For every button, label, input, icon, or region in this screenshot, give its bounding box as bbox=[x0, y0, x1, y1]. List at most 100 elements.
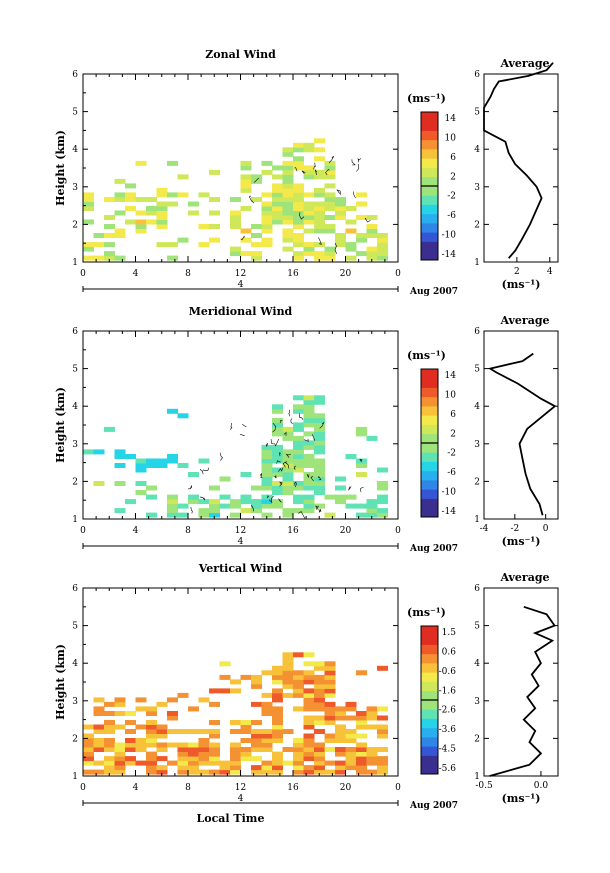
heatmap-cell bbox=[104, 197, 115, 202]
heatmap-cell bbox=[177, 747, 189, 752]
heatmap-cell bbox=[219, 765, 231, 771]
date-label: Aug 2007 bbox=[409, 801, 458, 811]
avg-y-tick-label: 5 bbox=[474, 108, 480, 118]
heatmap-cell bbox=[293, 206, 304, 211]
heatmap-cell bbox=[324, 701, 336, 707]
heatmap-cell bbox=[135, 706, 147, 712]
colorbar-swatch bbox=[421, 737, 438, 747]
heatmap-cell bbox=[188, 747, 199, 752]
panel-title: Zonal Wind bbox=[205, 48, 276, 61]
heatmap-cell bbox=[293, 201, 304, 207]
heatmap-cell bbox=[293, 458, 304, 464]
contour-line bbox=[242, 424, 247, 427]
heatmap-cell bbox=[272, 665, 283, 671]
heatmap-cell bbox=[366, 706, 378, 712]
heatmap-cell bbox=[272, 769, 283, 775]
heatmap-cell bbox=[104, 255, 115, 261]
heatmap-cell bbox=[209, 747, 220, 752]
heatmap-cell bbox=[282, 206, 294, 211]
heatmap-cell bbox=[135, 724, 147, 730]
heatmap-cell bbox=[156, 201, 168, 207]
heatmap-cell bbox=[293, 692, 304, 698]
heatmap-cells bbox=[83, 652, 388, 775]
heatmap-cell bbox=[261, 747, 273, 752]
heatmap-cell bbox=[167, 711, 178, 716]
heatmap-cell bbox=[135, 210, 147, 216]
heatmap-cell bbox=[314, 224, 325, 229]
heatmap-cell bbox=[261, 467, 273, 473]
heatmap-cell bbox=[261, 742, 273, 748]
heatmap-cell bbox=[104, 729, 115, 734]
heatmap-cell bbox=[272, 417, 283, 423]
heatmap-cell bbox=[293, 499, 304, 505]
heatmap-cell bbox=[377, 665, 388, 671]
average-title: Average bbox=[499, 57, 549, 70]
heatmap-cell bbox=[104, 426, 115, 432]
heatmap-cell bbox=[219, 494, 231, 500]
average-title: Average bbox=[499, 571, 549, 584]
heatmap-cell bbox=[366, 215, 378, 220]
heatmap-cell bbox=[261, 192, 273, 198]
date-label: Aug 2007 bbox=[409, 544, 458, 554]
colorbar-swatch bbox=[421, 746, 438, 756]
heatmap-cell bbox=[303, 508, 315, 514]
colorbar-swatch bbox=[421, 489, 438, 499]
heatmap-cell bbox=[314, 242, 325, 248]
heatmap-cell bbox=[240, 674, 252, 680]
heatmap-cell bbox=[272, 738, 283, 743]
heatmap-cell bbox=[146, 463, 157, 468]
contour-line bbox=[240, 235, 245, 240]
colorbar-unit: (ms⁻¹) bbox=[407, 349, 446, 362]
avg-x-tick-label: 2 bbox=[514, 267, 520, 277]
heatmap-cell bbox=[240, 747, 252, 752]
heatmap-cell bbox=[282, 435, 294, 441]
heatmap-cell bbox=[303, 417, 315, 423]
heatmap-cell bbox=[156, 215, 168, 220]
heatmap-cell bbox=[188, 729, 199, 734]
heatmap-cell bbox=[314, 697, 325, 703]
heatmap-cell bbox=[272, 454, 283, 459]
heatmap-cell bbox=[146, 210, 157, 216]
heatmap-cell bbox=[251, 508, 262, 514]
avg-y-tick-label: 1 bbox=[474, 772, 480, 782]
heatmap-cell bbox=[146, 197, 157, 202]
contour-line bbox=[267, 494, 269, 499]
heatmap-cell bbox=[377, 760, 388, 766]
heatmap-cell bbox=[293, 652, 304, 658]
heatmap-cell bbox=[356, 733, 367, 739]
heatmap-cell bbox=[303, 724, 315, 730]
heatmap-cell bbox=[167, 458, 178, 464]
colorbar-tick-label: 6 bbox=[450, 153, 456, 163]
heatmap-cell bbox=[324, 674, 336, 680]
colorbar-tick-label: -4.5 bbox=[439, 745, 457, 755]
contour-line bbox=[360, 486, 364, 493]
colorbar-swatch bbox=[421, 121, 438, 131]
heatmap-cell bbox=[293, 426, 304, 432]
heatmap-cell bbox=[345, 738, 357, 743]
heatmap-cell bbox=[177, 413, 189, 419]
heatmap-cell bbox=[293, 674, 304, 680]
heatmap-cell bbox=[303, 142, 315, 148]
y-axis-label: Height (km) bbox=[54, 130, 67, 206]
x-tick-label: 4 bbox=[133, 526, 139, 536]
heatmap-cell bbox=[272, 174, 283, 180]
average-line bbox=[483, 62, 554, 259]
heatmap-cell bbox=[282, 219, 294, 225]
heatmap-cell bbox=[335, 499, 346, 505]
heatmap-cell bbox=[198, 747, 210, 752]
heatmap-cell bbox=[272, 490, 283, 495]
heatmap-cell bbox=[335, 733, 346, 739]
heatmap-cell bbox=[282, 512, 294, 518]
heatmap-cell bbox=[261, 201, 273, 207]
heatmap-cell bbox=[156, 206, 168, 211]
heatmap-cell bbox=[324, 665, 336, 671]
heatmap-cell bbox=[377, 481, 388, 486]
heatmap-cell bbox=[219, 769, 231, 775]
heatmap-cell bbox=[293, 255, 304, 261]
heatmap-cell bbox=[324, 661, 336, 667]
avg-y-tick-label: 6 bbox=[474, 327, 480, 337]
heatmap-cell bbox=[83, 242, 94, 248]
heatmap-cell bbox=[335, 706, 346, 712]
heatmap-cell bbox=[135, 738, 147, 743]
